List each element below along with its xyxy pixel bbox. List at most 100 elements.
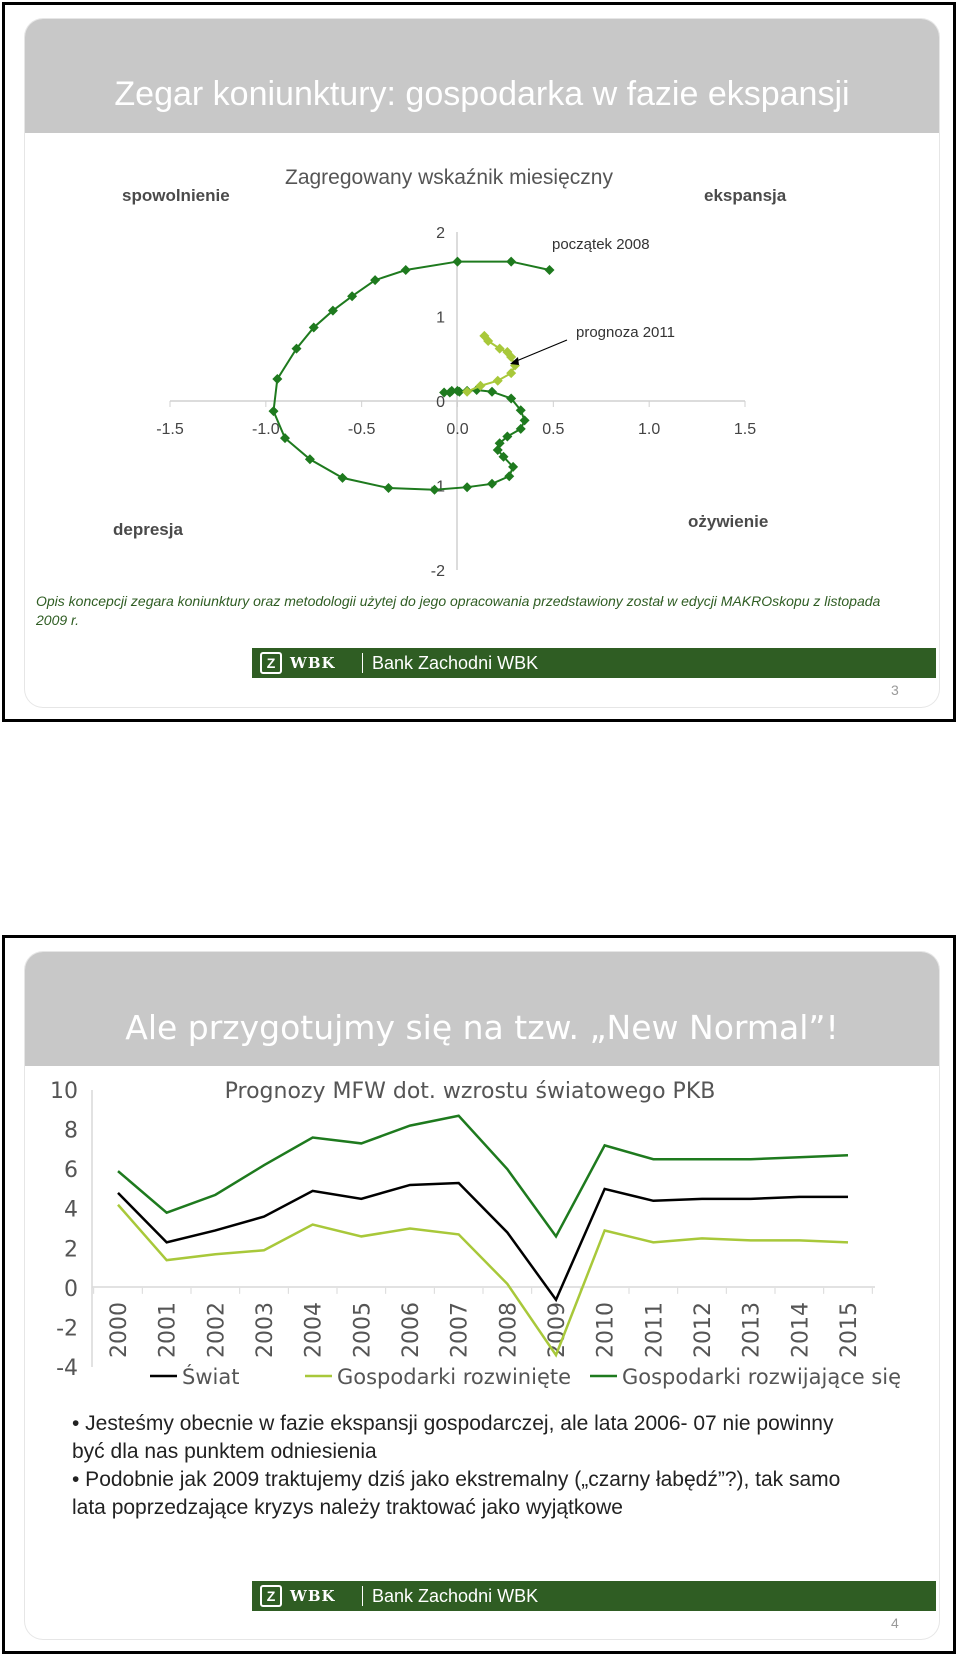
data-point xyxy=(337,472,348,483)
x-tick-label: 2005 xyxy=(350,1302,375,1358)
data-point xyxy=(506,368,517,379)
x-tick-label: 2012 xyxy=(691,1302,716,1358)
data-point xyxy=(383,483,394,494)
data-point xyxy=(439,387,450,398)
wbk-logotype: WBK xyxy=(290,654,336,672)
annotation-forecast-2011: prognoza 2011 xyxy=(576,324,675,341)
x-tick-label: 2003 xyxy=(253,1302,278,1358)
data-point xyxy=(502,346,513,357)
data-point xyxy=(508,461,519,472)
data-point xyxy=(544,265,555,276)
quadrant-label-ozywienie: ożywienie xyxy=(688,512,769,531)
y-tick-label: -2 xyxy=(56,1316,78,1341)
y-tick-label: 0 xyxy=(436,394,445,411)
x-tick-label: 2014 xyxy=(788,1302,813,1358)
clock-chart: -1.5 -1.0 -0.5 0.0 0.5 1.0 1.5 210-1-2 xyxy=(156,225,756,580)
x-tick-label: 0.5 xyxy=(542,421,564,438)
y-tick-label: 4 xyxy=(64,1198,78,1223)
x-tick-label: -0.5 xyxy=(348,421,376,438)
slide-3-content: Zegar koniunktury: gospodarka w fazie ek… xyxy=(25,19,939,707)
slide-3: Zegar koniunktury: gospodarka w fazie ek… xyxy=(2,2,956,722)
footer-bar: Z WBK Bank Zachodni WBK xyxy=(252,648,936,678)
methodology-note: Opis koncepcji zegara koniunktury oraz m… xyxy=(36,593,881,628)
data-point xyxy=(487,386,497,397)
data-point xyxy=(519,415,530,426)
bullet-item: • Jesteśmy obecnie w fazie ekspansji gos… xyxy=(72,1412,834,1463)
x-tick-label: 2001 xyxy=(156,1302,181,1358)
y-tick-label: 8 xyxy=(64,1119,78,1144)
data-point xyxy=(506,393,517,404)
data-point xyxy=(494,343,505,354)
bank-name: Bank Zachodni WBK xyxy=(372,1586,539,1606)
series-line xyxy=(117,1181,848,1303)
x-tick-label: 2011 xyxy=(642,1302,667,1358)
x-tick-label: -1.0 xyxy=(252,421,280,438)
data-point xyxy=(454,386,465,397)
bank-name: Bank Zachodni WBK xyxy=(372,653,539,673)
data-point xyxy=(515,405,526,416)
series-line xyxy=(466,335,517,393)
wbk-logotype: WBK xyxy=(290,1587,336,1605)
quadrant-label-depresja: depresja xyxy=(113,520,183,539)
page-number: 3 xyxy=(891,682,899,698)
data-point xyxy=(506,256,517,267)
bzwbk-logo-icon: Z xyxy=(260,652,282,674)
data-point xyxy=(370,275,381,286)
data-point xyxy=(502,431,513,442)
legend-label: Gospodarki rozwinięte xyxy=(337,1365,571,1389)
data-point xyxy=(291,343,302,354)
data-point xyxy=(504,471,515,482)
y-tick-label: 2 xyxy=(436,225,445,242)
y-tick-label: 6 xyxy=(64,1158,78,1183)
x-tick-label: 2002 xyxy=(204,1302,229,1358)
data-point xyxy=(492,375,503,386)
y-tick-label: 10 xyxy=(50,1079,78,1104)
title-bar xyxy=(25,952,939,1066)
slide-title: Ale przygotujmy się na tzw. „New Normal”… xyxy=(125,1008,839,1047)
page-number: 4 xyxy=(891,1615,899,1631)
series-line xyxy=(117,1203,849,1358)
legend-label: Świat xyxy=(182,1364,239,1389)
annotation-arrowhead xyxy=(510,357,519,365)
chart-title: Prognozy MFW dot. wzrostu światowego PKB xyxy=(225,1079,716,1104)
x-tick-label: 1.0 xyxy=(638,421,660,438)
data-point xyxy=(308,322,319,333)
legend-label: Gospodarki rozwijające się xyxy=(622,1365,901,1389)
x-tick-label: 0.0 xyxy=(446,421,468,438)
slide-4-content: Ale przygotujmy się na tzw. „New Normal”… xyxy=(25,952,939,1639)
x-tick-label: 2013 xyxy=(740,1302,765,1358)
y-tick-label: 2 xyxy=(64,1237,78,1262)
data-point xyxy=(515,423,526,434)
data-point xyxy=(272,374,283,385)
y-tick-label: 0 xyxy=(64,1277,78,1302)
bullet-item: • Podobnie jak 2009 traktujemy dziś jako… xyxy=(72,1468,841,1519)
data-point xyxy=(452,256,463,267)
data-point xyxy=(327,305,338,316)
data-point xyxy=(479,330,490,341)
x-tick-label: 2000 xyxy=(107,1302,132,1358)
data-point xyxy=(268,406,279,417)
data-point xyxy=(304,454,315,465)
data-point xyxy=(347,291,358,302)
x-tick-label: 2006 xyxy=(399,1302,424,1358)
x-tick-label: 2007 xyxy=(448,1302,473,1358)
annotation-start-2008: początek 2008 xyxy=(552,236,650,253)
data-point xyxy=(462,482,473,493)
data-point xyxy=(280,433,290,444)
data-point xyxy=(444,387,455,398)
y-tick-label: 1 xyxy=(436,310,445,327)
data-point xyxy=(498,451,509,462)
chart-title: Zagregowany wskaźnik miesięczny xyxy=(285,166,613,189)
x-tick-label: 2015 xyxy=(837,1302,862,1358)
bzwbk-logo-icon: Z xyxy=(260,1585,282,1607)
quadrant-label-ekspansja: ekspansja xyxy=(704,186,787,205)
series-line xyxy=(117,1114,849,1239)
data-point xyxy=(429,484,440,495)
annotation-arrow xyxy=(513,339,568,363)
x-tick-label: 2010 xyxy=(594,1302,619,1358)
x-tick-label: 2004 xyxy=(302,1302,327,1358)
y-tick-label: -4 xyxy=(56,1356,78,1381)
footer-divider xyxy=(362,653,363,673)
data-point xyxy=(475,380,486,391)
